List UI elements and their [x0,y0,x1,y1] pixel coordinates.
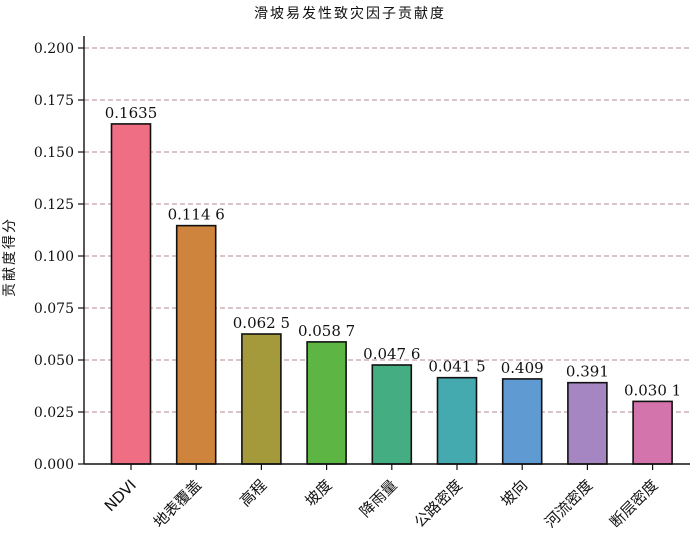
y-tick-labels: 0.000 0.025 0.050 0.075 0.100 0.125 0.150 0.175… [34,41,74,473]
bar-value-label: 0.030 1 [624,381,681,399]
bar-value-label: 0.1635 [105,104,158,122]
y-tick-label: 0.175 [34,93,74,109]
y-tick-label: 0.050 [34,353,74,369]
y-tick-label: 0.100 [34,249,74,265]
x-category-label: 断层密度 [606,476,661,531]
x-category-label: 坡向 [497,476,531,510]
x-category-label: 高程 [236,476,270,510]
bar [371,364,413,465]
bar-value-label: 0.041 5 [428,358,485,376]
bar-value-label: 0.409 [501,359,544,377]
y-axis-label: 贡献度得分 [1,217,18,297]
bar-value-label: 0.391 [566,363,609,381]
x-category-label: 降雨量 [356,476,401,521]
bar [567,381,608,465]
x-category-label: 地表覆盖 [150,476,205,531]
bar [632,400,673,465]
y-tick-label: 0.150 [34,145,74,161]
x-category-label: 公路密度 [411,476,466,531]
bar-value-label: 0.114 6 [168,206,225,224]
y-tick-label: 0.075 [34,301,74,317]
y-tick-label: 0.000 [34,457,74,473]
bar-value-label: 0.047 6 [363,345,420,363]
x-category-label: 坡度 [301,476,335,510]
x-tick-labels: NDVI 地表覆盖 高程 坡度 降雨量 公路密度 坡向 河流密度 断层密度 [101,476,662,531]
y-tick-label: 0.200 [34,41,74,57]
x-category-label: 河流密度 [541,476,596,531]
bar [110,123,152,465]
y-tick-label: 0.125 [34,197,74,213]
bars [110,123,673,465]
bar [175,224,217,465]
bar-value-label: 0.062 5 [233,314,290,332]
bar [436,376,478,465]
bar [306,341,347,465]
data-labels: 0.1635 0.114 6 0.062 5 0.058 7 0.047 6 0.041 … [105,104,681,399]
y-tick-label: 0.025 [34,405,74,421]
x-category-label: NDVI [101,476,140,515]
bar [501,378,543,465]
bar [241,333,282,465]
axes [78,36,690,470]
bar-value-label: 0.058 7 [298,322,355,340]
chart-title: 滑坡易发性致灾因子贡献度 [254,5,446,22]
